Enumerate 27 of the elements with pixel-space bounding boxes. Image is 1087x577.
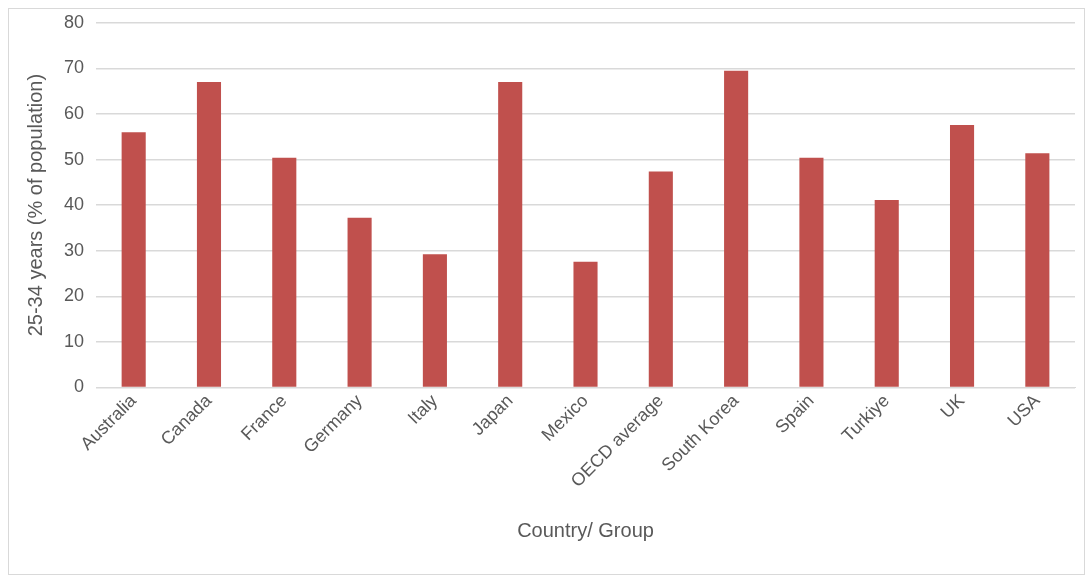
bar (1025, 153, 1050, 387)
x-tick-label: UK (936, 390, 969, 423)
bar (799, 157, 824, 387)
bar (498, 82, 523, 387)
x-tick-label: Italy (403, 390, 442, 428)
y-tick-label: 40 (63, 194, 85, 215)
bar (874, 200, 899, 387)
bar (121, 132, 146, 387)
y-tick-label: 30 (63, 239, 85, 260)
y-tick-label: 70 (63, 57, 85, 78)
bar (272, 157, 297, 387)
y-tick-label: 20 (63, 285, 85, 306)
bar (949, 124, 975, 387)
y-axis-title: 25-34 years (% of population) (23, 73, 46, 337)
y-tick-label: 10 (63, 330, 85, 351)
x-axis-title: Country/ Group (517, 518, 654, 541)
bar (648, 171, 673, 387)
bar (347, 217, 372, 387)
y-tick-label: 80 (63, 11, 85, 32)
bar (196, 82, 222, 387)
x-tick-label: USA (1003, 390, 1044, 431)
bar (422, 254, 447, 387)
bar (573, 261, 598, 387)
y-tick-label: 60 (63, 102, 85, 123)
y-tick-label: 50 (63, 148, 85, 169)
bar (724, 70, 749, 387)
y-tick-label: 0 (74, 376, 85, 397)
